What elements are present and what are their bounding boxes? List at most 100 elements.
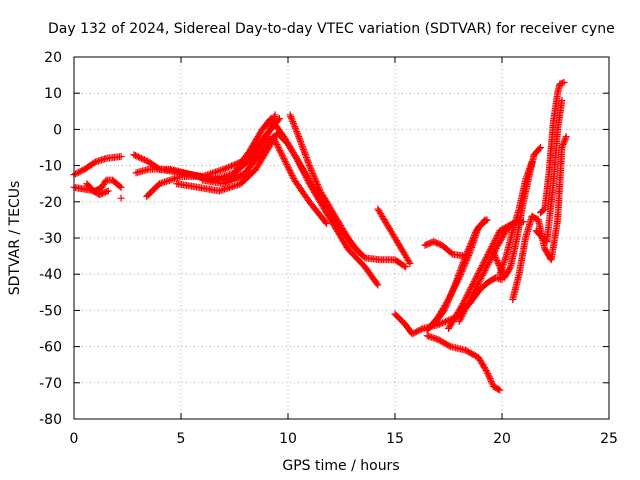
data-point bbox=[448, 287, 456, 295]
data-point bbox=[237, 171, 245, 179]
series-track-12 bbox=[374, 205, 414, 267]
data-point bbox=[294, 131, 302, 139]
data-point bbox=[288, 171, 296, 179]
data-point bbox=[297, 162, 305, 170]
data-point bbox=[465, 244, 473, 252]
data-point bbox=[310, 173, 318, 181]
data-point bbox=[440, 318, 448, 326]
data-point bbox=[232, 173, 240, 181]
data-point bbox=[489, 248, 497, 256]
data-point bbox=[465, 298, 473, 306]
data-point bbox=[278, 151, 286, 159]
data-point bbox=[466, 243, 474, 251]
series-track-7 bbox=[143, 115, 283, 200]
data-point bbox=[493, 257, 501, 265]
data-point bbox=[482, 263, 490, 271]
data-point bbox=[495, 385, 503, 393]
data-point bbox=[117, 153, 125, 161]
data-point bbox=[117, 194, 125, 202]
data-point bbox=[139, 155, 147, 163]
data-point bbox=[482, 366, 490, 374]
data-point bbox=[496, 386, 504, 394]
data-point bbox=[227, 176, 235, 184]
data-point bbox=[461, 306, 469, 314]
data-point bbox=[305, 178, 313, 186]
data-point bbox=[280, 156, 288, 164]
data-point bbox=[300, 169, 308, 177]
data-point bbox=[299, 167, 307, 175]
data-point bbox=[224, 163, 232, 171]
data-point bbox=[311, 174, 319, 182]
data-point bbox=[287, 170, 295, 178]
data-point bbox=[560, 78, 568, 86]
data-point bbox=[116, 182, 124, 190]
y-tick-label: 0 bbox=[53, 122, 62, 138]
data-point bbox=[301, 170, 309, 178]
data-point bbox=[483, 262, 491, 270]
data-point bbox=[271, 111, 279, 119]
data-point bbox=[450, 283, 458, 291]
data-point bbox=[289, 119, 297, 127]
data-point bbox=[490, 250, 498, 258]
data-point bbox=[448, 289, 456, 297]
data-point bbox=[483, 368, 491, 376]
data-point bbox=[474, 281, 482, 289]
y-tick-label: 10 bbox=[44, 86, 62, 102]
data-point bbox=[414, 327, 422, 335]
data-point bbox=[282, 159, 290, 167]
data-point bbox=[292, 126, 300, 134]
y-tick-label: -80 bbox=[39, 412, 62, 428]
data-point bbox=[272, 139, 280, 147]
data-point bbox=[477, 274, 485, 282]
data-point bbox=[223, 178, 231, 186]
data-point bbox=[226, 163, 234, 171]
data-point bbox=[224, 177, 232, 185]
data-point bbox=[560, 137, 568, 145]
data-point bbox=[307, 166, 315, 174]
x-tick-label: 25 bbox=[600, 431, 618, 447]
data-point bbox=[487, 254, 495, 262]
chart-title: Day 132 of 2024, Sidereal Day-to-day VTE… bbox=[48, 21, 615, 37]
data-point bbox=[468, 236, 476, 244]
y-tick-label: -40 bbox=[39, 267, 62, 283]
data-point bbox=[469, 235, 477, 243]
data-point bbox=[458, 313, 466, 321]
data-point bbox=[441, 305, 449, 313]
data-point bbox=[444, 298, 452, 306]
series-track-15 bbox=[430, 216, 489, 329]
data-point bbox=[445, 295, 453, 303]
data-point bbox=[294, 158, 302, 166]
data-point bbox=[306, 163, 314, 171]
data-point bbox=[463, 301, 471, 309]
data-point bbox=[459, 309, 467, 317]
data-point bbox=[506, 264, 514, 272]
data-point bbox=[402, 263, 410, 271]
data-point bbox=[447, 291, 455, 299]
data-point bbox=[289, 118, 297, 126]
data-point bbox=[470, 232, 478, 240]
data-point bbox=[291, 123, 299, 131]
data-point bbox=[487, 378, 495, 386]
data-point bbox=[293, 129, 301, 137]
data-point bbox=[285, 165, 293, 173]
data-point bbox=[229, 175, 237, 183]
data-point bbox=[466, 295, 474, 303]
data-point bbox=[302, 173, 310, 181]
data-point bbox=[315, 184, 323, 192]
data-point bbox=[410, 329, 418, 337]
data-point bbox=[444, 297, 452, 305]
data-point bbox=[470, 287, 478, 295]
data-point bbox=[478, 271, 486, 279]
data-point bbox=[221, 165, 229, 173]
data-point bbox=[405, 258, 413, 266]
data-point bbox=[274, 144, 282, 151]
plot-frame bbox=[73, 56, 610, 420]
data-point bbox=[469, 290, 477, 298]
data-point bbox=[462, 303, 470, 311]
data-point bbox=[562, 134, 570, 142]
data-point bbox=[220, 180, 228, 188]
data-point bbox=[470, 233, 478, 241]
data-point bbox=[297, 164, 305, 172]
series-track-19 bbox=[423, 332, 504, 394]
data-point bbox=[293, 128, 301, 136]
